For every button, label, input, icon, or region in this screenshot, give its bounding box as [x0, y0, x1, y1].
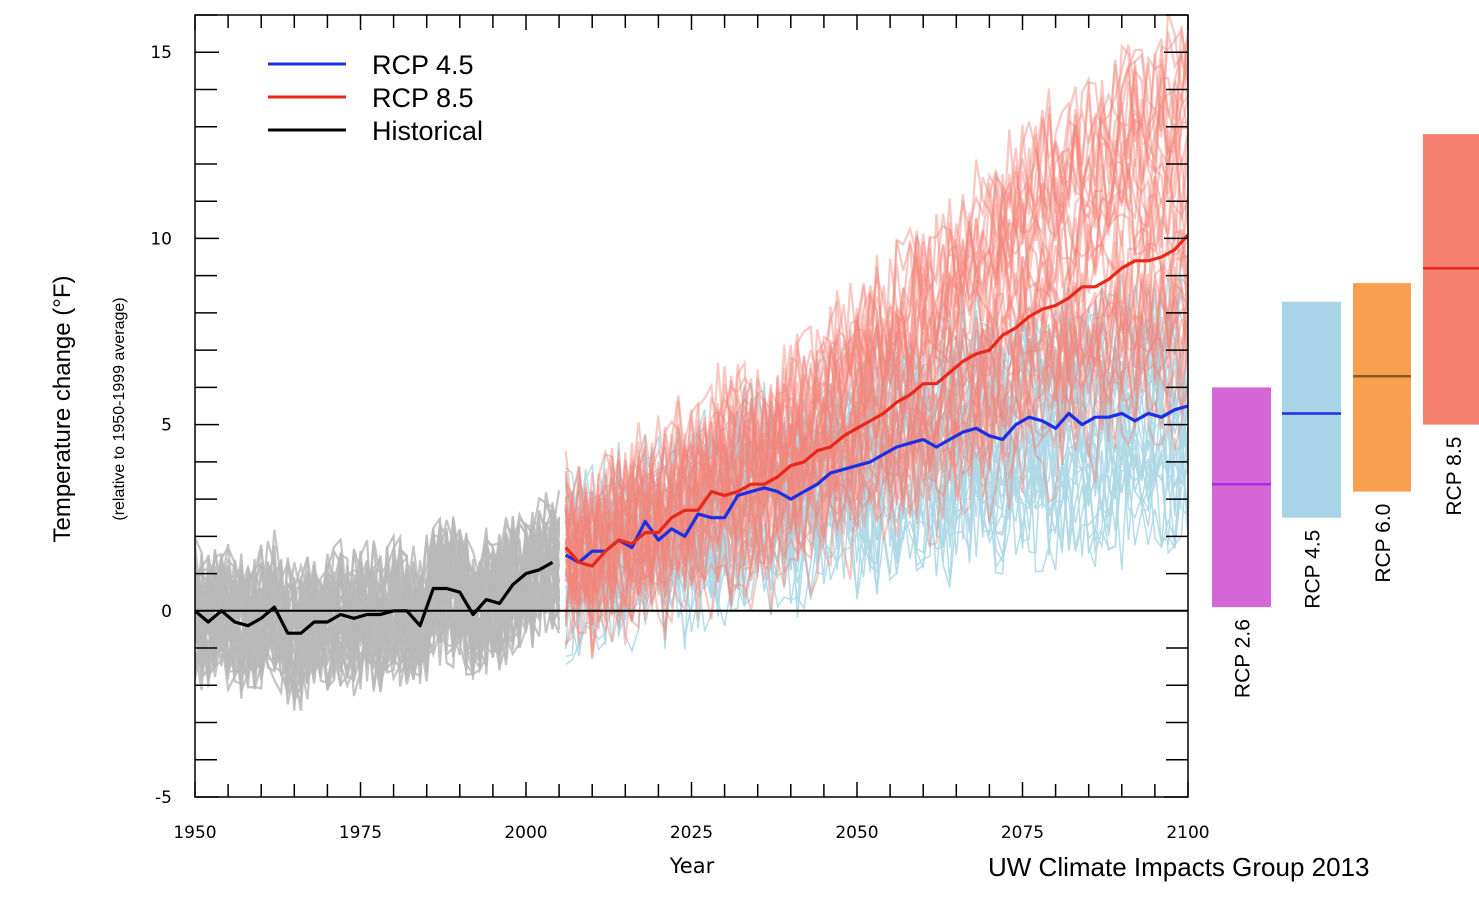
ensemble-line [564, 132, 1188, 558]
range-bar-rcp-6-0 [1353, 283, 1411, 492]
x-tick-label: 2075 [1001, 823, 1044, 843]
y-axis-label: Temperature change (°F) [49, 275, 76, 542]
ensemble-line [564, 188, 1188, 623]
ensemble-line [564, 281, 1188, 621]
ensemble-line [564, 27, 1188, 592]
series-line-rcp-4-5 [564, 404, 1188, 564]
ensemble-line [565, 442, 1188, 666]
series-lines [195, 233, 1188, 635]
model-ensembles [195, 15, 1188, 711]
ensemble-line [564, 280, 1188, 660]
y-tick-label: -5 [155, 788, 172, 808]
ensemble-line [564, 236, 1188, 618]
legend-label: RCP 4.5 [372, 50, 474, 80]
axes: 1950 1975 2000 2025 2050 2075 2100 -5 0 5 10 15 [150, 14, 1210, 843]
x-tick-label: 2050 [835, 823, 878, 843]
x-tick-label: 2100 [1166, 823, 1209, 843]
ensemble-line [564, 292, 1188, 622]
ensemble-line [195, 540, 560, 690]
ensemble-line [564, 126, 1188, 605]
x-axis-label: Year [669, 854, 715, 878]
ensemble-line [564, 52, 1188, 598]
ensemble-line [564, 308, 1188, 586]
ensemble-line [564, 84, 1188, 626]
ensemble-line [564, 275, 1188, 614]
range-bar-label: RCP 8.5 [1443, 437, 1466, 516]
ensemble-line [564, 26, 1188, 609]
ensemble-line [564, 124, 1188, 610]
legend-label: Historical [372, 116, 483, 146]
series-line-rcp-8-5 [564, 233, 1188, 568]
ensemble-line [564, 198, 1188, 613]
ensemble-line [564, 438, 1188, 657]
ensemble-line [564, 345, 1188, 651]
ensemble-line [564, 74, 1188, 603]
ensemble-line [564, 293, 1188, 612]
ensemble-line [564, 229, 1188, 645]
ensemble-line [564, 368, 1188, 614]
ensemble-line [564, 27, 1188, 596]
ensemble-line [564, 130, 1188, 604]
y-tick-label: 15 [150, 43, 172, 63]
y-tick-label: 0 [161, 602, 172, 622]
y-tick-label: 10 [150, 229, 172, 249]
range-bar-label: RCP 2.6 [1232, 619, 1255, 698]
ensemble-line [565, 62, 1188, 586]
credit-text: UW Climate Impacts Group 2013 [988, 852, 1370, 882]
ensemble-line [564, 192, 1188, 594]
range-bar-rcp-8-5 [1423, 134, 1479, 425]
ensemble-line [565, 319, 1188, 606]
ensemble-line [564, 98, 1188, 606]
ensemble-line [564, 123, 1188, 610]
x-tick-label: 1975 [339, 823, 382, 843]
x-tick-label: 1950 [173, 823, 216, 843]
ensemble-line [564, 305, 1188, 578]
ensemble-line [564, 275, 1188, 658]
ensemble-line [564, 168, 1188, 584]
legend-label: RCP 8.5 [372, 83, 474, 113]
ensemble-line [564, 228, 1188, 605]
range-bar-rcp-2-6 [1212, 387, 1271, 608]
ensemble-line [564, 31, 1188, 554]
ensemble-line [564, 163, 1188, 595]
ensemble-line [564, 15, 1188, 597]
range-bar-label: RCP 4.5 [1302, 530, 1325, 609]
ensemble-line [565, 32, 1188, 607]
range-bars: RCP 2.6 RCP 4.5 RCP 6.0 RCP 8.5 [1212, 134, 1479, 698]
range-bar-label: RCP 6.0 [1372, 504, 1395, 583]
ensemble-line [564, 229, 1188, 617]
x-tick-label: 2025 [670, 823, 713, 843]
y-tick-label: 5 [161, 416, 172, 436]
ensemble-line [565, 254, 1188, 556]
series-line-historical [195, 561, 554, 635]
ensemble-line [564, 319, 1188, 614]
ensemble-line [564, 52, 1188, 627]
x-tick-label: 2000 [504, 823, 547, 843]
y-axis-sublabel: (relative to 1950-1999 average) [111, 297, 128, 520]
ensemble-line [564, 272, 1188, 635]
ensemble-line [564, 39, 1188, 622]
ensemble-line [564, 321, 1188, 596]
range-bar-rcp-4-5 [1282, 301, 1341, 518]
